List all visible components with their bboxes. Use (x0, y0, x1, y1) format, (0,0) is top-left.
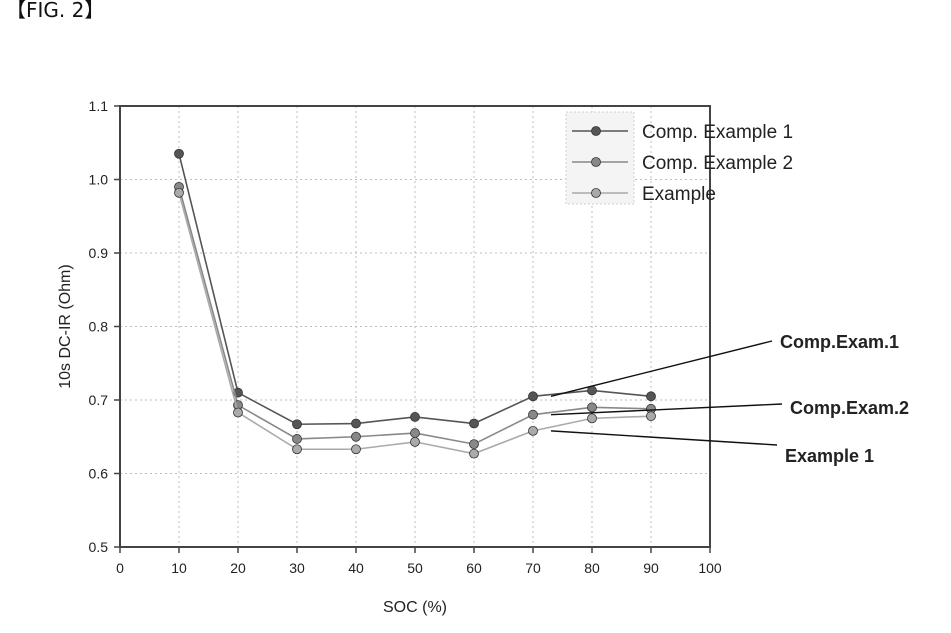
x-tick-label: 80 (584, 560, 600, 576)
y-tick-label: 1.1 (89, 98, 109, 114)
figure-label: 【FIG. 2】 (6, 0, 105, 22)
data-point (351, 418, 361, 429)
data-point (587, 402, 597, 413)
data-point (528, 425, 538, 436)
series-group (174, 181, 656, 450)
annotation-label: Comp.Exam.1 (780, 332, 899, 352)
data-point (469, 418, 479, 429)
legend: Comp. Example 1 Comp. Example 2 Example (565, 111, 793, 205)
legend-swatch-marker (591, 157, 601, 167)
data-point (292, 419, 302, 430)
y-tick-label: 0.7 (89, 392, 109, 408)
x-tick-label: 60 (466, 560, 482, 576)
data-point (233, 407, 243, 418)
legend-label: Comp. Example 2 (642, 153, 793, 174)
annotation-label: Comp.Exam.2 (790, 398, 909, 418)
x-tick-label: 20 (230, 560, 246, 576)
data-point (351, 444, 361, 455)
legend-label: Example (642, 184, 716, 205)
tick-layer: 0 10 20 30 40 50 60 70 80 90 100 0.5 0.6 0.7 0.8 0.9 1.0… (89, 98, 722, 576)
x-tick-label: 0 (116, 560, 124, 576)
data-point (351, 431, 361, 442)
data-point (646, 411, 656, 422)
y-tick-label: 0.9 (89, 245, 109, 261)
x-tick-label: 90 (643, 560, 659, 576)
legend-swatch-marker (591, 188, 601, 198)
series-layer (174, 148, 656, 459)
data-point (292, 444, 302, 455)
data-point (410, 412, 420, 422)
data-point (528, 409, 538, 420)
data-point (469, 439, 479, 450)
y-tick-label: 0.8 (89, 319, 109, 335)
grid-layer (120, 106, 710, 547)
data-point (646, 391, 656, 402)
legend-swatch-marker (591, 126, 601, 136)
data-point (174, 187, 184, 198)
data-point (528, 391, 538, 402)
series-group (174, 187, 656, 459)
y-tick-label: 0.5 (89, 539, 109, 555)
y-tick-label: 1.0 (89, 172, 109, 188)
x-tick-label: 30 (289, 560, 305, 576)
x-tick-label: 70 (525, 560, 541, 576)
data-point (587, 413, 597, 424)
x-tick-label: 10 (171, 560, 187, 576)
annotation-leader-line (550, 340, 773, 398)
x-tick-label: 50 (407, 560, 423, 576)
legend-label: Comp. Example 1 (642, 122, 793, 143)
data-point (174, 148, 184, 159)
x-axis-label: SOC (%) (383, 599, 447, 616)
series-line (178, 186, 652, 445)
data-point (410, 436, 420, 447)
x-tick-label: 100 (698, 560, 722, 576)
legend-box (565, 111, 635, 205)
y-tick-label: 0.6 (89, 466, 109, 482)
annotation-leader-line (550, 430, 778, 446)
y-axis-label: 10s DC-IR (Ohm) (57, 264, 74, 388)
data-point (469, 448, 479, 459)
data-point (410, 428, 420, 438)
annotation-layer: Comp.Exam.1 Comp.Exam.2 Example 1 (550, 332, 909, 466)
data-point (292, 434, 302, 444)
annotation-leader-line (550, 403, 783, 416)
x-tick-label: 40 (348, 560, 364, 576)
annotation-label: Example 1 (785, 446, 874, 466)
